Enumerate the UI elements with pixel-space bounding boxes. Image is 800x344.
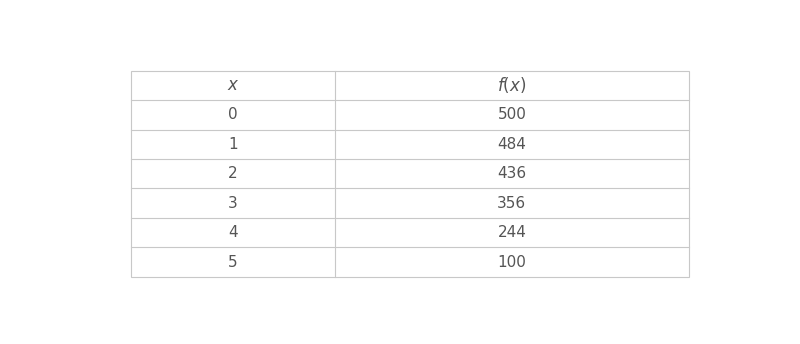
Text: $\mathit{f}(\mathit{x})$: $\mathit{f}(\mathit{x})$: [498, 75, 526, 95]
Text: 244: 244: [498, 225, 526, 240]
Text: 436: 436: [498, 166, 526, 181]
Text: 3: 3: [228, 196, 238, 211]
Text: 5: 5: [228, 255, 238, 270]
Text: 2: 2: [228, 166, 238, 181]
Text: $\mathit{x}$: $\mathit{x}$: [226, 77, 239, 94]
Text: 356: 356: [498, 196, 526, 211]
Text: 4: 4: [228, 225, 238, 240]
Text: 500: 500: [498, 107, 526, 122]
Text: 100: 100: [498, 255, 526, 270]
Text: 484: 484: [498, 137, 526, 152]
Text: 1: 1: [228, 137, 238, 152]
Text: 0: 0: [228, 107, 238, 122]
